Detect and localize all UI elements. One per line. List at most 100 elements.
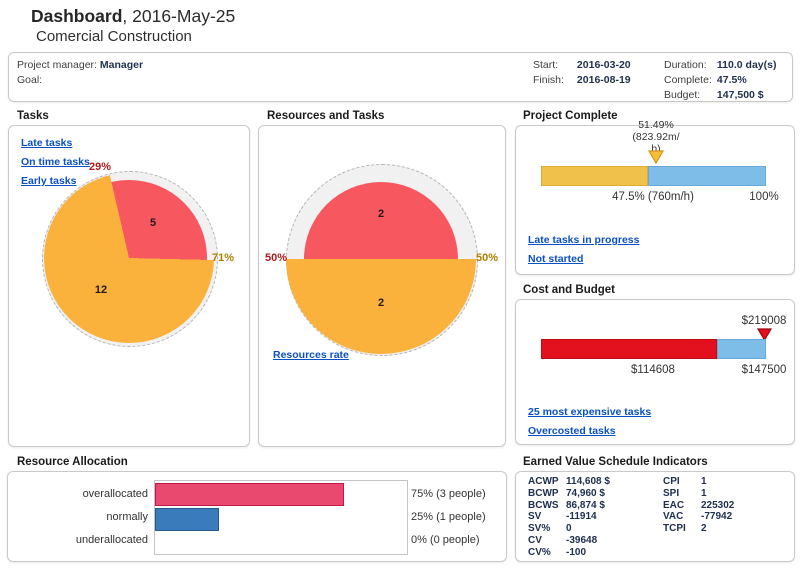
ev-right-column: CPI 1 SPI 1 EAC 225302 VAC -77942 TCPI 2 — [663, 476, 734, 535]
marker-line-3: h) — [651, 143, 661, 155]
resources-right-percent-label: 50% — [475, 252, 499, 264]
ev-sv-value: -11914 — [566, 511, 597, 523]
ra-plot-area — [154, 480, 408, 555]
complete-value: 47.5% — [716, 74, 747, 86]
ra-value-normally: 25% (1 people) — [411, 511, 486, 523]
ev-cpi-label: CPI — [663, 476, 680, 487]
ev-panel-title: Earned Value Schedule Indicators — [523, 456, 708, 468]
resources-pie-top-slice[interactable] — [304, 182, 458, 336]
project-manager-label: Project manager: — [17, 59, 97, 71]
resource-allocation-panel-title: Resource Allocation — [17, 456, 128, 468]
tasks-ontime-percent-label: 71% — [211, 252, 235, 264]
progress-bar-remaining-segment — [648, 166, 766, 186]
start-label: Start: — [533, 59, 559, 71]
ev-cvpct-label: CV% — [528, 546, 551, 558]
tasks-panel: Late tasks On time tasks Early tasks 5 1… — [8, 125, 250, 447]
ra-value-underallocated: 0% (0 people) — [411, 534, 480, 546]
early-tasks-link[interactable]: Early tasks — [21, 175, 77, 187]
dates-column: Start: 2016-03-20 Finish: 2016-08-19 — [533, 58, 631, 88]
tasks-late-percent-label: 29% — [88, 161, 112, 173]
duration-value: 110.0 day(s) — [716, 59, 777, 71]
cost-panel-title: Cost and Budget — [523, 284, 615, 296]
tasks-late-count: 5 — [149, 217, 157, 229]
progress-bar-complete-segment — [541, 166, 648, 186]
ev-eac-value: 225302 — [701, 499, 735, 511]
budget-value: 147,500 $ — [716, 89, 764, 101]
ev-panel: ACWP 114,608 $ BCWP 74,960 $ BCWS 86,874 $ … — [515, 471, 795, 562]
on-time-tasks-link[interactable]: On time tasks — [21, 156, 90, 168]
resources-top-count: 2 — [377, 208, 385, 220]
ev-cv-value: -39648 — [566, 534, 598, 546]
finish-label: Finish: — [533, 74, 564, 86]
cost-bar-remaining-segment — [717, 339, 766, 359]
page-subtitle: Comercial Construction — [36, 28, 192, 45]
cost-budget-label: $147500 — [741, 364, 787, 376]
progress-marker-label: 51.49% (823.92m/ h) — [576, 119, 736, 155]
summary-column: Duration: 110.0 day(s) Complete: 47.5% B… — [664, 58, 776, 103]
page-title: Dashboard, 2016-May-25 — [31, 6, 235, 27]
page-title-date: , 2016-May-25 — [122, 6, 236, 26]
resources-bottom-count: 2 — [377, 297, 385, 309]
ev-svpct-label: SV% — [528, 523, 551, 535]
goal-label: Goal: — [17, 74, 43, 86]
cost-bar — [541, 339, 766, 359]
ev-vac-label: VAC — [663, 511, 684, 523]
duration-label: Duration: — [664, 59, 707, 71]
tasks-panel-title: Tasks — [17, 110, 49, 122]
overcosted-tasks-link[interactable]: Overcosted tasks — [528, 425, 616, 437]
cost-panel: $219008 $114608 $147500 25 most expensiv… — [515, 299, 795, 445]
progress-marker-icon — [648, 150, 664, 164]
budget-marker-icon — [757, 328, 772, 341]
ev-eac-label: EAC — [663, 499, 685, 511]
page-title-main: Dashboard — [31, 6, 123, 26]
complete-label: Complete: — [664, 74, 712, 86]
expensive-tasks-link[interactable]: 25 most expensive tasks — [528, 406, 652, 418]
ev-cvpct-value: -100 — [566, 546, 587, 558]
ev-tcpi-value: 2 — [701, 523, 707, 535]
ra-bar-overallocated — [155, 483, 344, 506]
ra-value-overallocated: 75% (3 people) — [411, 488, 486, 500]
ev-bcws-label: BCWS — [528, 499, 559, 511]
project-complete-panel-title: Project Complete — [523, 110, 618, 122]
ra-bar-normally — [155, 508, 219, 531]
cost-spent-label: $114608 — [631, 364, 675, 376]
resources-rate-link[interactable]: Resources rate — [273, 349, 349, 361]
ev-cpi-value: 1 — [701, 476, 707, 487]
progress-complete-label: 47.5% (760m/h) — [612, 191, 694, 203]
cost-marker-label: $219008 — [741, 315, 787, 327]
not-started-link[interactable]: Not started — [528, 253, 584, 265]
progress-end-label: 100% — [749, 191, 779, 203]
ev-vac-value: -77942 — [701, 511, 733, 523]
ev-spi-value: 1 — [701, 487, 707, 499]
project-info-box: Project manager: Manager Goal: Start: 20… — [8, 52, 793, 102]
budget-label: Budget: — [664, 89, 701, 101]
ev-spi-label: SPI — [663, 487, 680, 499]
ev-acwp-label: ACWP — [528, 476, 559, 487]
marker-line-1: 51.49% — [638, 119, 674, 131]
project-manager-value: Manager — [99, 59, 144, 71]
project-manager-row: Project manager: Manager Goal: — [17, 58, 143, 88]
ra-category-normally: normally — [106, 511, 148, 523]
ev-svpct-value: 0 — [566, 523, 572, 535]
ev-bcwp-value: 74,960 $ — [566, 487, 605, 499]
finish-value: 2016-08-19 — [576, 74, 631, 86]
cost-bar-spent-segment — [541, 339, 717, 359]
ev-bcwp-label: BCWP — [528, 487, 559, 499]
tasks-ontime-count: 12 — [94, 284, 108, 296]
resources-panel: 2 2 50% 50% Resources rate — [258, 125, 506, 447]
ev-tcpi-label: TCPI — [663, 523, 686, 535]
late-tasks-in-progress-link[interactable]: Late tasks in progress — [528, 234, 640, 246]
marker-line-2: (823.92m/ — [632, 131, 680, 143]
start-value: 2016-03-20 — [576, 59, 631, 71]
resources-panel-title: Resources and Tasks — [267, 110, 385, 122]
progress-bar — [541, 166, 766, 186]
ev-left-column: ACWP 114,608 $ BCWP 74,960 $ BCWS 86,874 $ … — [528, 476, 610, 559]
ra-category-underallocated: underallocated — [75, 534, 148, 546]
ev-cv-label: CV — [528, 534, 542, 546]
project-complete-panel: 51.49% (823.92m/ h) 47.5% (760m/h) 100% … — [515, 119, 795, 275]
tasks-pie-late-slice[interactable] — [51, 180, 207, 336]
ra-category-overallocated: overallocated — [82, 488, 148, 500]
resources-left-percent-label: 50% — [264, 252, 288, 264]
late-tasks-link[interactable]: Late tasks — [21, 137, 73, 149]
